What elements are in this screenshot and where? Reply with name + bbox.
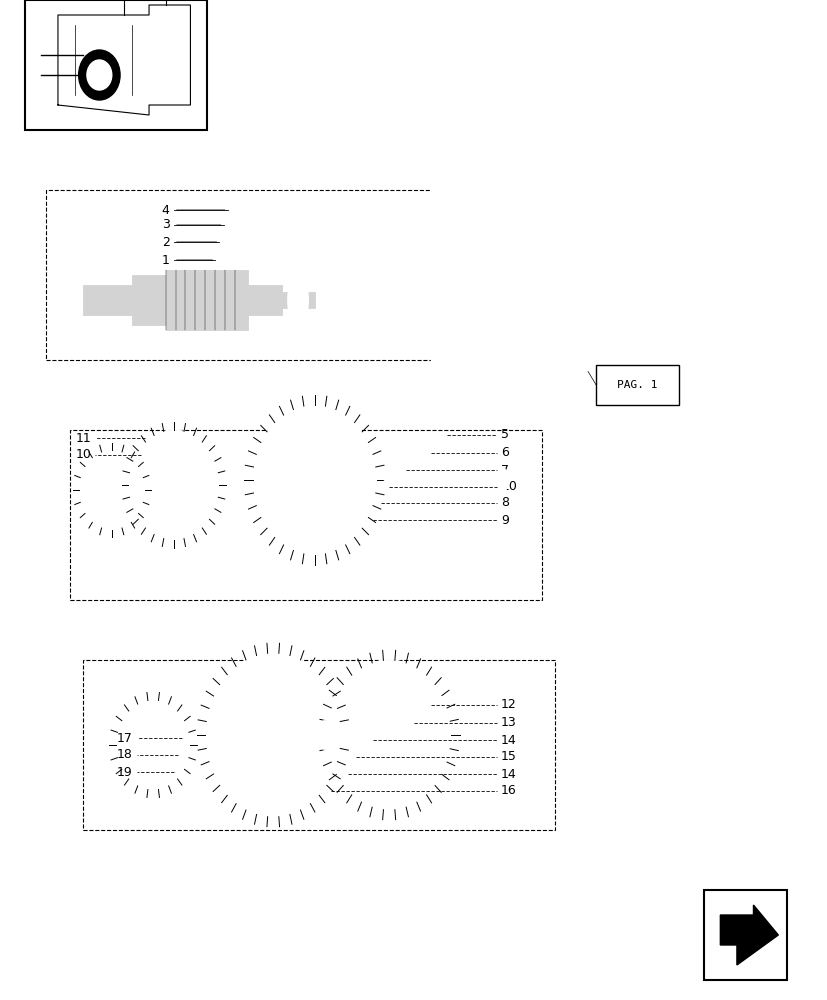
Text: 2: 2 (161, 235, 170, 248)
Text: 6: 6 (500, 446, 509, 460)
Circle shape (128, 430, 219, 540)
Text: PAG. 1: PAG. 1 (617, 380, 657, 390)
Circle shape (384, 464, 410, 496)
Text: 1: 1 (161, 253, 170, 266)
Text: 15: 15 (500, 750, 516, 764)
Circle shape (252, 405, 376, 555)
Circle shape (314, 720, 339, 750)
Circle shape (161, 470, 186, 500)
Text: 5: 5 (500, 428, 509, 442)
Circle shape (142, 447, 205, 523)
Circle shape (407, 452, 453, 508)
Text: 14: 14 (500, 768, 516, 780)
Bar (595, 365, 678, 405)
Text: 7: 7 (500, 464, 509, 477)
Circle shape (434, 445, 492, 515)
Ellipse shape (293, 288, 303, 312)
Circle shape (453, 178, 473, 202)
Circle shape (449, 462, 478, 497)
Text: 10: 10 (75, 448, 91, 462)
Ellipse shape (550, 140, 575, 160)
Circle shape (471, 450, 521, 510)
Text: 12: 12 (500, 698, 516, 712)
Text: 19: 19 (117, 766, 132, 778)
Circle shape (337, 722, 357, 748)
Text: 9: 9 (500, 514, 509, 526)
Circle shape (327, 710, 368, 760)
Circle shape (79, 50, 120, 100)
Circle shape (569, 178, 589, 202)
Polygon shape (719, 905, 777, 965)
Circle shape (226, 678, 320, 792)
Circle shape (373, 716, 404, 754)
Text: 11: 11 (75, 432, 91, 444)
Ellipse shape (287, 272, 308, 328)
Text: 16: 16 (500, 784, 516, 798)
Circle shape (484, 465, 509, 495)
Text: 17: 17 (117, 732, 132, 744)
Circle shape (370, 448, 423, 512)
Ellipse shape (496, 225, 546, 295)
Circle shape (569, 318, 589, 342)
Circle shape (269, 425, 360, 535)
Circle shape (116, 700, 190, 790)
Text: 14: 14 (500, 734, 516, 746)
Circle shape (418, 466, 442, 494)
Bar (25, 0, 207, 130)
Ellipse shape (467, 140, 492, 160)
Circle shape (256, 714, 289, 756)
Bar (45, 190, 558, 360)
Text: 20: 20 (500, 481, 516, 493)
Circle shape (346, 682, 432, 788)
Circle shape (453, 318, 473, 342)
Text: 4: 4 (161, 204, 170, 217)
Ellipse shape (77, 280, 89, 320)
Bar (165, 270, 248, 330)
Bar (70, 430, 542, 600)
Circle shape (205, 653, 341, 817)
Circle shape (79, 450, 145, 530)
Bar (430, 150, 612, 370)
Text: 3: 3 (161, 219, 170, 232)
Bar (83, 660, 554, 830)
Circle shape (302, 705, 351, 765)
Circle shape (91, 465, 132, 515)
Ellipse shape (480, 200, 562, 320)
Circle shape (128, 715, 178, 775)
Circle shape (299, 462, 329, 498)
Bar (83, 285, 132, 315)
Text: 8: 8 (500, 496, 509, 510)
Bar (703, 890, 786, 980)
Bar (248, 285, 281, 315)
Circle shape (327, 660, 451, 810)
Text: 13: 13 (500, 716, 516, 730)
Text: 18: 18 (117, 748, 132, 762)
Circle shape (87, 60, 112, 90)
Bar (132, 275, 165, 325)
Circle shape (85, 726, 122, 770)
Bar (281, 292, 314, 308)
